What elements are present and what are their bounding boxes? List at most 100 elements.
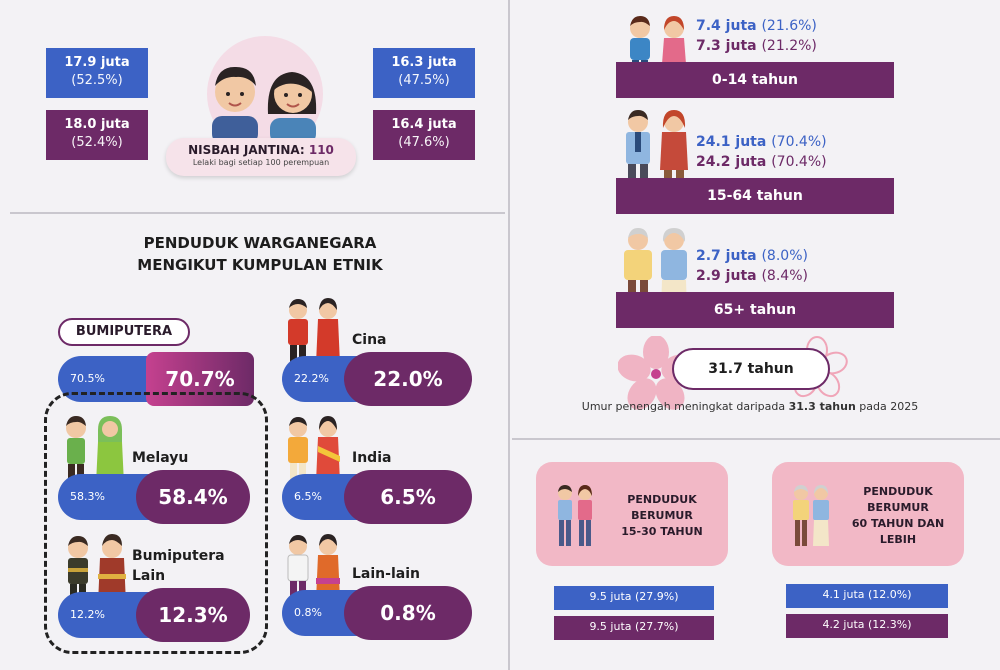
cina-bar: 22.2% 22.0% xyxy=(282,352,472,406)
india-label: India xyxy=(352,450,392,466)
male-count-right: 16.3 juta (47.5%) xyxy=(373,48,475,98)
youth-line1: PENDUDUK xyxy=(627,493,697,506)
female-right-pct: (47.6%) xyxy=(398,135,450,150)
age-65-row-b: 2.9 juta (8.4%) xyxy=(696,266,808,286)
vertical-divider xyxy=(508,0,510,670)
bumiputera-lain-label: Bumiputera Lain xyxy=(132,546,225,586)
male-left-value: 17.9 juta xyxy=(64,55,130,70)
melayu-new-pct: 58.4% xyxy=(136,470,250,524)
age-15-64-row-a: 24.1 juta (70.4%) xyxy=(696,132,827,152)
age-0-14-a-value: 7.4 juta xyxy=(696,18,757,34)
youth-card-text: PENDUDUK BERUMUR 15-30 TAHUN xyxy=(602,492,722,540)
bumiputera-old-pct: 70.5% xyxy=(70,372,105,385)
cina-couple-icon xyxy=(288,298,340,365)
youth-value-a: 9.5 juta (27.9%) xyxy=(554,586,714,610)
age-0-14-b-value: 7.3 juta xyxy=(696,38,757,54)
sex-ratio-card: NISBAH JANTINA: 110 Lelaki bagi setiap 1… xyxy=(166,138,356,176)
median-age-note: Umur penengah meningkat daripada 31.3 ta… xyxy=(540,400,960,413)
youth-line3: 15-30 TAHUN xyxy=(621,525,703,538)
median-note-bold: 31.3 tahun xyxy=(788,400,856,413)
age-15-64-a-value: 24.1 juta xyxy=(696,134,767,150)
lain-lain-label: Lain-lain xyxy=(352,566,420,582)
left-horizontal-divider xyxy=(10,212,505,214)
cina-old-pct: 22.2% xyxy=(294,372,329,385)
median-age-value: 31.7 tahun xyxy=(708,361,794,377)
youth-value-b: 9.5 juta (27.7%) xyxy=(554,616,714,640)
age-65-bar: 65+ tahun xyxy=(616,292,894,328)
senior-line2: BERUMUR xyxy=(867,501,929,514)
bumiputera-lain-new-pct: 12.3% xyxy=(136,588,250,642)
bumiputera-lain-label-line1: Bumiputera xyxy=(132,548,225,564)
senior-card-text: PENDUDUK BERUMUR 60 TAHUN DAN LEBIH xyxy=(838,484,958,548)
age-15-64-a-pct: (70.4%) xyxy=(771,134,827,150)
ethnic-title: PENDUDUK WARGANEGARA MENGIKUT KUMPULAN E… xyxy=(100,232,420,276)
sex-ratio-value: 110 xyxy=(308,143,334,157)
senior-icon xyxy=(793,485,829,546)
melayu-bar: 58.3% 58.4% xyxy=(58,470,250,524)
youth-line2: BERUMUR xyxy=(631,509,693,522)
age-65-b-pct: (8.4%) xyxy=(761,268,808,284)
age-0-14-a-pct: (21.6%) xyxy=(761,18,817,34)
age-15-64-b-pct: (70.4%) xyxy=(771,154,827,170)
bumiputera-tag: BUMIPUTERA xyxy=(58,318,190,346)
age-65-a-pct: (8.0%) xyxy=(761,248,808,264)
female-left-value: 18.0 juta xyxy=(64,117,130,132)
age-65-row-a: 2.7 juta (8.0%) xyxy=(696,246,808,266)
cina-new-pct: 22.0% xyxy=(344,352,472,406)
india-new-pct: 6.5% xyxy=(344,470,472,524)
sex-ratio-label: NISBAH JANTINA: xyxy=(188,143,305,157)
lain-lain-old-pct: 0.8% xyxy=(294,606,322,619)
age-65-a-value: 2.7 juta xyxy=(696,248,757,264)
age-0-14-bar: 0-14 tahun xyxy=(616,62,894,98)
senior-value-b: 4.2 juta (12.3%) xyxy=(786,614,948,638)
male-right-pct: (47.5%) xyxy=(398,73,450,88)
bumiputera-group-outline xyxy=(44,392,268,654)
lain-lain-new-pct: 0.8% xyxy=(344,586,472,640)
melayu-old-pct: 58.3% xyxy=(70,490,105,503)
age-0-14-row-b: 7.3 juta (21.2%) xyxy=(696,36,817,56)
age-65-values: 2.7 juta (8.0%) 2.9 juta (8.4%) xyxy=(696,246,808,286)
senior-value-a: 4.1 juta (12.0%) xyxy=(786,584,948,608)
hibiscus-decoration-icon xyxy=(618,336,694,410)
bumiputera-lain-bar: 12.2% 12.3% xyxy=(58,588,250,642)
bumiputera-lain-label-line2: Lain xyxy=(132,568,166,584)
sex-ratio-note: Lelaki bagi setiap 100 perempuan xyxy=(192,158,330,167)
melayu-label: Melayu xyxy=(132,450,189,466)
senior-line3: 60 TAHUN DAN xyxy=(851,517,945,530)
india-old-pct: 6.5% xyxy=(294,490,322,503)
india-couple-icon xyxy=(288,416,340,483)
age-15-64-row-b: 24.2 juta (70.4%) xyxy=(696,152,827,172)
male-count-left: 17.9 juta (52.5%) xyxy=(46,48,148,98)
male-left-pct: (52.5%) xyxy=(71,73,123,88)
male-right-value: 16.3 juta xyxy=(391,55,457,70)
age-65-b-value: 2.9 juta xyxy=(696,268,757,284)
senior-card: PENDUDUK BERUMUR 60 TAHUN DAN LEBIH xyxy=(772,462,964,566)
median-note-suffix: pada 2025 xyxy=(859,400,919,413)
senior-line4: LEBIH xyxy=(879,533,917,546)
youth-card: PENDUDUK BERUMUR 15-30 TAHUN xyxy=(536,462,728,566)
median-age-pill: 31.7 tahun xyxy=(672,348,830,390)
ethnic-title-line1: PENDUDUK WARGANEGARA xyxy=(143,234,377,252)
age-15-64-bar: 15-64 tahun xyxy=(616,178,894,214)
female-count-right: 16.4 juta (47.6%) xyxy=(373,110,475,160)
ethnic-title-line2: MENGIKUT KUMPULAN ETNIK xyxy=(137,256,383,274)
bumiputera-label: BUMIPUTERA xyxy=(75,324,173,339)
age-0-14-row-a: 7.4 juta (21.6%) xyxy=(696,16,817,36)
age-0-14-b-pct: (21.2%) xyxy=(761,38,817,54)
median-note-prefix: Umur penengah meningkat daripada xyxy=(581,400,786,413)
age-0-14-values: 7.4 juta (21.6%) 7.3 juta (21.2%) xyxy=(696,16,817,56)
couple-illustration xyxy=(207,36,323,144)
cina-label: Cina xyxy=(352,332,387,348)
bumiputera-lain-old-pct: 12.2% xyxy=(70,608,105,621)
lain-lain-bar: 0.8% 0.8% xyxy=(282,586,472,640)
bumiputera-new-pct: 70.7% xyxy=(146,352,254,406)
age-15-64-values: 24.1 juta (70.4%) 24.2 juta (70.4%) xyxy=(696,132,827,172)
senior-line1: PENDUDUK xyxy=(863,485,933,498)
right-horizontal-divider xyxy=(512,438,1000,440)
female-right-value: 16.4 juta xyxy=(391,117,457,132)
female-left-pct: (52.4%) xyxy=(71,135,123,150)
female-count-left: 18.0 juta (52.4%) xyxy=(46,110,148,160)
india-bar: 6.5% 6.5% xyxy=(282,470,472,524)
youth-icon xyxy=(558,485,592,546)
age-15-64-b-value: 24.2 juta xyxy=(696,154,767,170)
